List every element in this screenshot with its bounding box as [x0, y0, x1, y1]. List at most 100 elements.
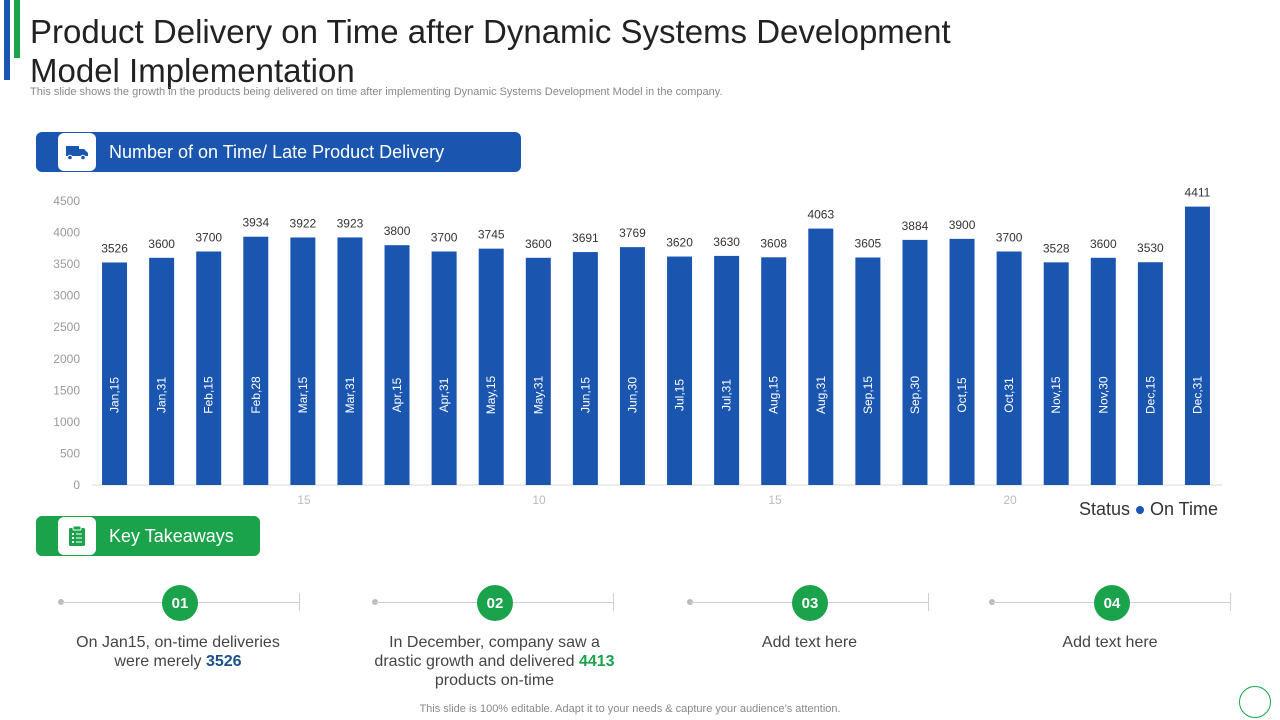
- bar: [855, 257, 881, 485]
- page-title: Product Delivery on Time after Dynamic S…: [30, 13, 951, 89]
- key-takeaways-label: Key Takeaways: [109, 525, 234, 546]
- y-tick-label: 2000: [53, 352, 80, 366]
- data-label: 3526: [101, 241, 128, 255]
- bar: [714, 255, 740, 485]
- chart-legend: Status On Time: [1079, 499, 1218, 520]
- takeaway-number: 01: [162, 585, 198, 621]
- bar: [1043, 262, 1069, 485]
- bar: [1090, 257, 1116, 485]
- data-label: 3530: [1137, 241, 1164, 255]
- secondary-x-tick-label: 15: [297, 493, 311, 507]
- legend-series-label: On Time: [1149, 499, 1218, 519]
- category-label: Oct,31: [1002, 377, 1016, 413]
- bar: [525, 257, 551, 485]
- bar: [196, 251, 222, 485]
- timeline-end: [928, 593, 929, 611]
- y-tick-label: 1000: [53, 415, 80, 429]
- takeaway-number: 02: [477, 585, 513, 621]
- category-label: Apr,31: [437, 377, 451, 412]
- data-label: 3630: [713, 235, 740, 249]
- y-tick-label: 3000: [53, 289, 80, 303]
- y-tick-label: 3500: [53, 257, 80, 271]
- bar: [808, 228, 834, 485]
- data-label: 3922: [290, 216, 317, 230]
- data-label: 3769: [619, 226, 646, 240]
- bar: [902, 239, 928, 485]
- category-label: Jul,15: [673, 379, 687, 411]
- category-label: Nov,30: [1096, 376, 1110, 413]
- y-tick-label: 500: [60, 446, 80, 460]
- key-takeaways-header: Key Takeaways: [36, 516, 260, 556]
- page-subtitle: This slide shows the growth in the produ…: [30, 86, 723, 98]
- category-label: Sep,15: [861, 376, 875, 414]
- timeline-end: [299, 593, 300, 611]
- footer-note: This slide is 100% editable. Adapt it to…: [419, 703, 841, 715]
- category-label: Aug,15: [767, 376, 781, 414]
- bar: [949, 238, 975, 485]
- category-label: Jan,31: [155, 377, 169, 413]
- bar: [337, 237, 363, 485]
- timeline-end: [613, 593, 614, 611]
- category-label: Feb,15: [202, 376, 216, 414]
- takeaway-text: In December, company saw a drastic growt…: [374, 634, 615, 689]
- accent-bar-blue: [4, 0, 10, 80]
- secondary-x-tick-label: 15: [768, 493, 782, 507]
- bar: [478, 248, 504, 485]
- category-label: Jan,15: [108, 377, 122, 413]
- data-label: 3528: [1043, 241, 1070, 255]
- clipboard-icon: [58, 517, 96, 555]
- data-label: 3923: [337, 216, 364, 230]
- category-label: May,15: [484, 375, 498, 414]
- data-label: 3608: [760, 236, 787, 250]
- bar: [149, 257, 175, 485]
- data-label: 3600: [148, 237, 175, 251]
- bar: [996, 251, 1022, 485]
- data-label: 3600: [1090, 237, 1117, 251]
- bar-chart: 0 500 1000 1500 2000 2500 3000 3500 4000 4500 3526…: [53, 186, 1222, 507]
- data-label: 3620: [666, 236, 693, 250]
- legend-title: Status: [1078, 499, 1130, 519]
- takeaway-text: Add text here: [761, 634, 858, 651]
- bar: [102, 262, 128, 485]
- category-label: Jul,31: [720, 379, 734, 411]
- data-label: 3800: [384, 224, 411, 238]
- bar: [761, 257, 787, 485]
- bar: [572, 252, 598, 485]
- data-label: 3605: [855, 236, 882, 250]
- data-label: 3745: [478, 228, 505, 242]
- takeaway-number: 03: [792, 585, 828, 621]
- data-label: 3700: [431, 230, 458, 244]
- data-label: 3934: [242, 216, 269, 230]
- category-label: Jun,15: [578, 377, 592, 413]
- accent-bar-green: [14, 0, 20, 58]
- bar: [384, 245, 410, 485]
- data-label: 3600: [525, 237, 552, 251]
- y-tick-label: 4500: [53, 194, 80, 208]
- category-label: Dec,31: [1190, 376, 1204, 414]
- bar: [1137, 262, 1163, 485]
- category-label: Aug,31: [814, 376, 828, 414]
- category-label: Sep,30: [908, 376, 922, 414]
- truck-icon: [58, 133, 96, 171]
- secondary-x-tick-label: 10: [532, 493, 546, 507]
- data-label: 3700: [996, 230, 1023, 244]
- takeaway-text: On Jan15, on-time deliveries were merely…: [76, 634, 280, 670]
- bar: [431, 251, 457, 485]
- bar: [243, 236, 269, 485]
- y-tick-label: 0: [73, 478, 80, 492]
- data-label: 4063: [807, 208, 834, 222]
- y-tick-label: 2500: [53, 320, 80, 334]
- bar: [667, 256, 693, 485]
- category-label: Feb,28: [249, 376, 263, 414]
- takeaway-number: 04: [1094, 585, 1130, 621]
- category-label: Mar,31: [343, 376, 357, 413]
- takeaway-text: Add text here: [1062, 634, 1158, 651]
- category-label: Jun,30: [625, 377, 639, 413]
- bar: [290, 237, 316, 485]
- category-label: Dec,15: [1143, 376, 1157, 414]
- y-tick-label: 1500: [53, 383, 80, 397]
- category-label: Oct,15: [955, 377, 969, 413]
- bar: [1184, 206, 1210, 485]
- bar: [619, 247, 645, 485]
- category-label: Mar,15: [296, 376, 310, 413]
